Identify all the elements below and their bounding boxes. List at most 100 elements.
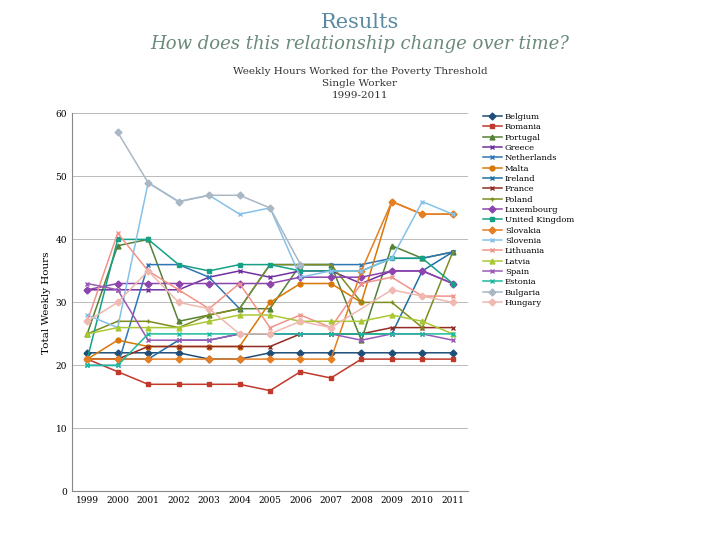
Greece bbox=[83, 287, 91, 293]
Luxembourg bbox=[235, 280, 244, 287]
Luxembourg bbox=[266, 280, 274, 287]
Romania bbox=[357, 356, 366, 362]
Slovenia bbox=[387, 255, 396, 261]
Belgium bbox=[418, 349, 427, 356]
Greece bbox=[204, 274, 213, 280]
Netherlands bbox=[387, 255, 396, 261]
Belgium bbox=[174, 349, 183, 356]
France bbox=[266, 343, 274, 350]
Greece bbox=[357, 280, 366, 287]
Bulgaria bbox=[113, 129, 122, 136]
Romania bbox=[174, 381, 183, 388]
Slovakia bbox=[418, 211, 427, 218]
Belgium bbox=[357, 349, 366, 356]
Poland bbox=[387, 299, 396, 306]
Portugal bbox=[235, 306, 244, 312]
Portugal bbox=[113, 242, 122, 249]
Belgium bbox=[327, 349, 336, 356]
Latvia bbox=[418, 318, 427, 325]
Spain bbox=[296, 330, 305, 337]
Estonia bbox=[357, 330, 366, 337]
Estonia bbox=[144, 330, 153, 337]
France bbox=[204, 343, 213, 350]
Slovakia bbox=[449, 211, 457, 218]
Line: Ireland: Ireland bbox=[85, 249, 455, 362]
Malta bbox=[387, 198, 396, 205]
Text: Single Worker: Single Worker bbox=[323, 79, 397, 89]
Line: Latvia: Latvia bbox=[85, 313, 455, 336]
Romania bbox=[113, 368, 122, 375]
Line: Romania: Romania bbox=[85, 356, 455, 393]
Ireland bbox=[144, 356, 153, 362]
Netherlands bbox=[449, 249, 457, 255]
Estonia bbox=[296, 330, 305, 337]
Netherlands bbox=[296, 261, 305, 268]
Portugal bbox=[144, 236, 153, 242]
United Kingdom bbox=[113, 236, 122, 242]
Spain bbox=[235, 330, 244, 337]
Romania bbox=[327, 375, 336, 381]
Hungary bbox=[235, 330, 244, 337]
Spain bbox=[204, 337, 213, 343]
Luxembourg bbox=[204, 280, 213, 287]
Slovenia bbox=[449, 211, 457, 218]
Text: Results: Results bbox=[321, 14, 399, 32]
Spain bbox=[174, 337, 183, 343]
Lithuania bbox=[174, 287, 183, 293]
Malta bbox=[296, 280, 305, 287]
Slovakia bbox=[357, 268, 366, 274]
Portugal bbox=[449, 249, 457, 255]
Belgium bbox=[83, 349, 91, 356]
Ireland bbox=[235, 330, 244, 337]
Hungary bbox=[266, 330, 274, 337]
Slovakia bbox=[174, 356, 183, 362]
United Kingdom bbox=[144, 236, 153, 242]
Slovenia bbox=[144, 179, 153, 186]
Belgium bbox=[266, 349, 274, 356]
Spain bbox=[83, 280, 91, 287]
Netherlands bbox=[174, 261, 183, 268]
Greece bbox=[113, 287, 122, 293]
United Kingdom bbox=[387, 255, 396, 261]
Greece bbox=[296, 268, 305, 274]
Hungary bbox=[387, 287, 396, 293]
Malta bbox=[449, 211, 457, 218]
Slovakia bbox=[387, 198, 396, 205]
Slovenia bbox=[327, 268, 336, 274]
Malta bbox=[327, 280, 336, 287]
Slovakia bbox=[235, 356, 244, 362]
Netherlands bbox=[204, 274, 213, 280]
Estonia bbox=[387, 330, 396, 337]
Line: Belgium: Belgium bbox=[85, 350, 455, 362]
France bbox=[327, 330, 336, 337]
Line: Luxembourg: Luxembourg bbox=[85, 268, 455, 292]
Bulgaria bbox=[266, 205, 274, 211]
Estonia bbox=[449, 330, 457, 337]
Greece bbox=[449, 280, 457, 287]
Belgium bbox=[204, 356, 213, 362]
Romania bbox=[387, 356, 396, 362]
United Kingdom bbox=[204, 268, 213, 274]
Slovenia bbox=[113, 325, 122, 331]
Portugal bbox=[327, 261, 336, 268]
Slovenia bbox=[266, 205, 274, 211]
Ireland bbox=[266, 330, 274, 337]
Hungary bbox=[174, 299, 183, 306]
Lithuania bbox=[387, 274, 396, 280]
United Kingdom bbox=[327, 268, 336, 274]
Hungary bbox=[113, 299, 122, 306]
Spain bbox=[266, 330, 274, 337]
Poland bbox=[113, 318, 122, 325]
France bbox=[418, 325, 427, 331]
Slovenia bbox=[83, 312, 91, 318]
Poland bbox=[266, 261, 274, 268]
Hungary bbox=[327, 325, 336, 331]
Luxembourg bbox=[387, 268, 396, 274]
Estonia bbox=[235, 330, 244, 337]
Line: Netherlands: Netherlands bbox=[85, 249, 455, 368]
Malta bbox=[174, 343, 183, 350]
Ireland bbox=[296, 330, 305, 337]
Romania bbox=[144, 381, 153, 388]
Bulgaria bbox=[235, 192, 244, 199]
France bbox=[83, 356, 91, 362]
